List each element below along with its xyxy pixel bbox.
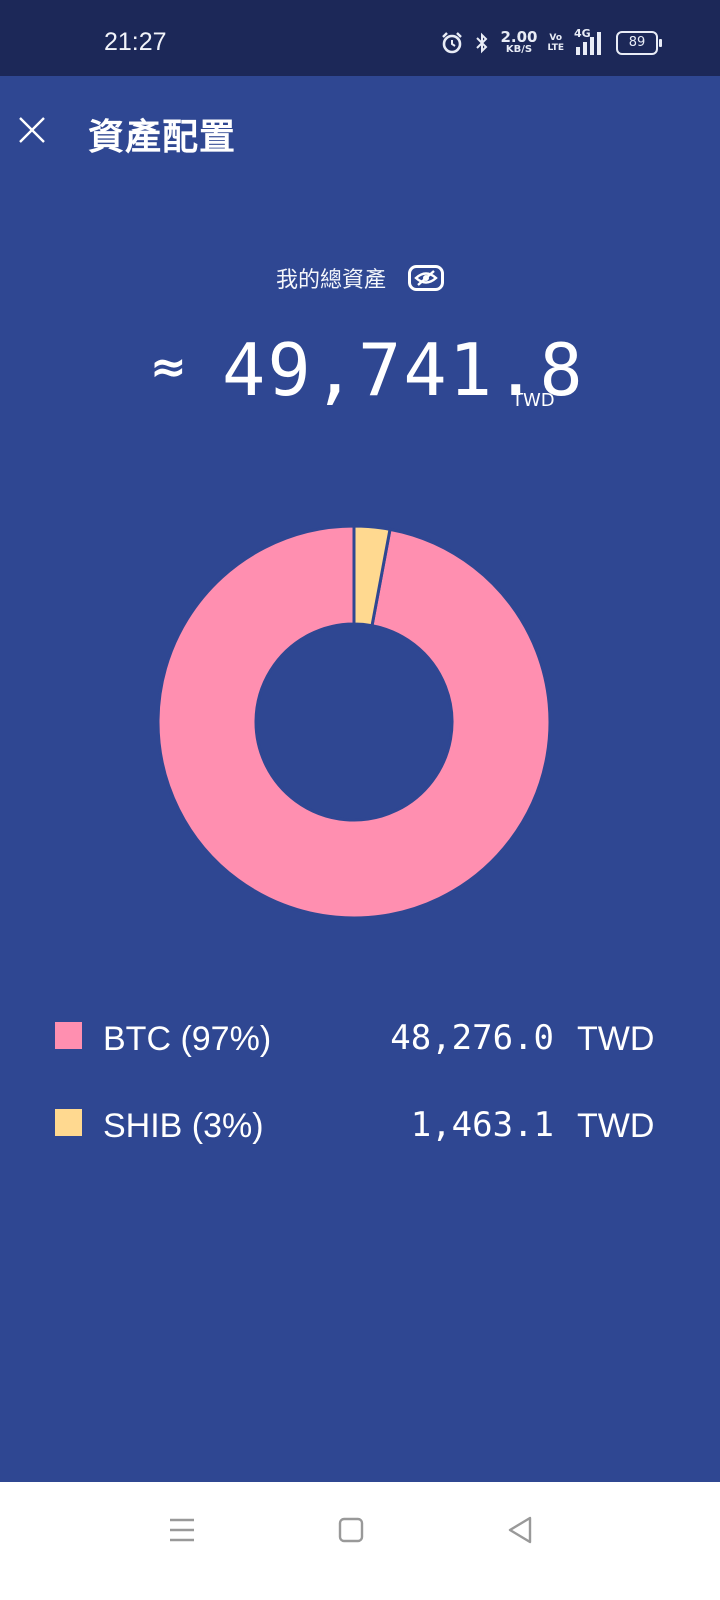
legend-amount: 48,276.0	[390, 1018, 554, 1058]
asset-allocation-donut-chart	[158, 526, 550, 918]
home-icon[interactable]	[331, 1510, 371, 1550]
back-icon[interactable]	[500, 1510, 540, 1550]
close-icon[interactable]	[18, 116, 46, 144]
total-assets-label-row: 我的總資產	[0, 262, 720, 294]
eye-icon[interactable]	[408, 265, 444, 291]
battery-icon: 89	[616, 30, 662, 55]
bluetooth-icon	[476, 32, 488, 53]
approx-symbol: ≈	[150, 342, 187, 393]
net-speed: 2.00 KB/S	[500, 28, 538, 55]
legend-label: BTC (97%)	[103, 1020, 272, 1058]
legend-swatch-btc	[55, 1022, 82, 1049]
signal-icon: 4G	[574, 27, 606, 55]
donut-slice-btc	[158, 526, 550, 918]
network-type: 4G	[574, 26, 591, 40]
legend-currency: TWD	[577, 1020, 655, 1058]
page-title: 資產配置	[88, 117, 237, 158]
status-bar: 21:27 2.00 KB/S Vo LTE 4G 89	[0, 0, 720, 76]
legend-label: SHIB (3%)	[103, 1107, 264, 1145]
legend-amount: 1,463.1	[410, 1105, 554, 1145]
status-time: 21:27	[104, 28, 167, 56]
status-icons: 2.00 KB/S Vo LTE 4G 89	[440, 27, 662, 55]
legend-item-btc[interactable]: BTC (97%) 48,276.0 TWD	[0, 1010, 720, 1070]
alarm-icon	[442, 31, 463, 53]
legend-swatch-shib	[55, 1109, 82, 1136]
total-assets-value: 49,741.8	[222, 328, 585, 412]
volte-indicator: Vo LTE	[547, 32, 564, 53]
donut-slice-shib	[352, 526, 392, 628]
legend-currency: TWD	[577, 1107, 655, 1145]
total-assets-label: 我的總資產	[275, 268, 386, 293]
legend-item-shib[interactable]: SHIB (3%) 1,463.1 TWD	[0, 1097, 720, 1157]
system-nav-bar	[0, 1482, 720, 1600]
menu-icon[interactable]	[162, 1510, 202, 1550]
total-assets-currency: TWD	[512, 390, 555, 411]
